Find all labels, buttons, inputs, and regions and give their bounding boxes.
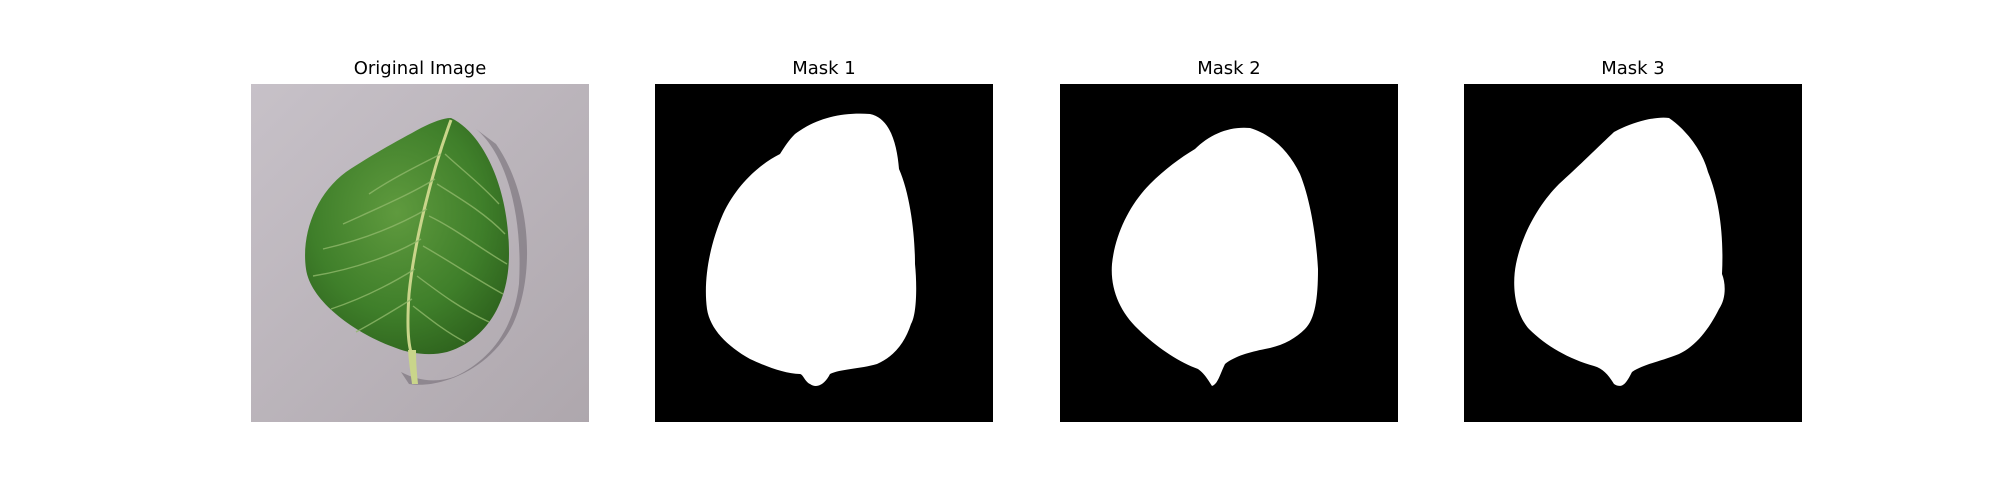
mask-3-title: Mask 3 <box>1464 57 1802 81</box>
original-leaf-photo <box>251 84 589 422</box>
mask-2-title: Mask 2 <box>1060 57 1398 81</box>
original-image-title: Original Image <box>251 57 589 81</box>
mask-1-title: Mask 1 <box>655 57 993 81</box>
mask-2-image <box>1060 84 1398 422</box>
mask-3-image <box>1464 84 1802 422</box>
mask-1-image <box>655 84 993 422</box>
